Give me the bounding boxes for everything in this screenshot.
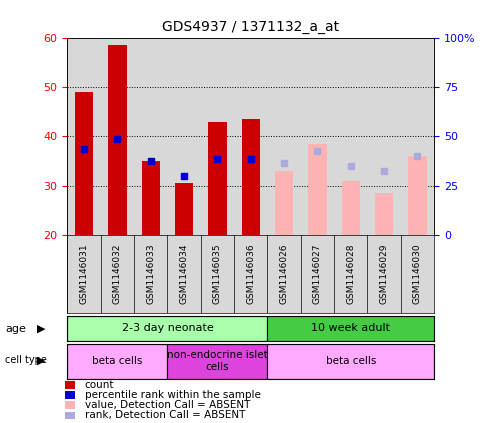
Text: GSM1146026: GSM1146026 [279, 244, 288, 304]
Bar [142, 161, 160, 235]
Text: beta cells: beta cells [92, 356, 143, 366]
Bar [67, 316, 267, 341]
Text: percentile rank within the sample: percentile rank within the sample [85, 390, 260, 400]
Bar [267, 344, 434, 379]
Bar [267, 316, 434, 341]
Text: GSM1146029: GSM1146029 [380, 244, 389, 304]
Text: GSM1146027: GSM1146027 [313, 244, 322, 304]
Text: GSM1146032: GSM1146032 [113, 244, 122, 304]
Text: rank, Detection Call = ABSENT: rank, Detection Call = ABSENT [85, 410, 245, 420]
Text: count: count [85, 380, 114, 390]
Bar [375, 193, 393, 235]
Bar [242, 119, 260, 235]
Text: beta cells: beta cells [325, 356, 376, 366]
Text: ▶: ▶ [37, 324, 46, 334]
Bar [308, 144, 327, 235]
Bar [108, 45, 127, 235]
Text: 10 week adult: 10 week adult [311, 323, 390, 333]
Text: non-endocrine islet
cells: non-endocrine islet cells [167, 350, 268, 372]
Text: age: age [5, 324, 26, 334]
Text: GSM1146034: GSM1146034 [180, 244, 189, 304]
Bar [275, 171, 293, 235]
Bar [75, 92, 93, 235]
Text: GSM1146031: GSM1146031 [79, 244, 88, 304]
Text: GSM1146028: GSM1146028 [346, 244, 355, 304]
Text: cell type: cell type [5, 355, 47, 365]
Text: GSM1146033: GSM1146033 [146, 244, 155, 304]
Text: GSM1146030: GSM1146030 [413, 244, 422, 304]
Bar [175, 183, 193, 235]
Text: GSM1146035: GSM1146035 [213, 244, 222, 304]
Bar [342, 181, 360, 235]
Bar [67, 344, 167, 379]
Title: GDS4937 / 1371132_a_at: GDS4937 / 1371132_a_at [162, 20, 339, 34]
Bar [208, 122, 227, 235]
Bar [408, 156, 427, 235]
Text: ▶: ▶ [37, 355, 46, 365]
Text: 2-3 day neonate: 2-3 day neonate [122, 323, 213, 333]
Text: value, Detection Call = ABSENT: value, Detection Call = ABSENT [85, 400, 250, 410]
Text: GSM1146036: GSM1146036 [246, 244, 255, 304]
Bar [167, 344, 267, 379]
